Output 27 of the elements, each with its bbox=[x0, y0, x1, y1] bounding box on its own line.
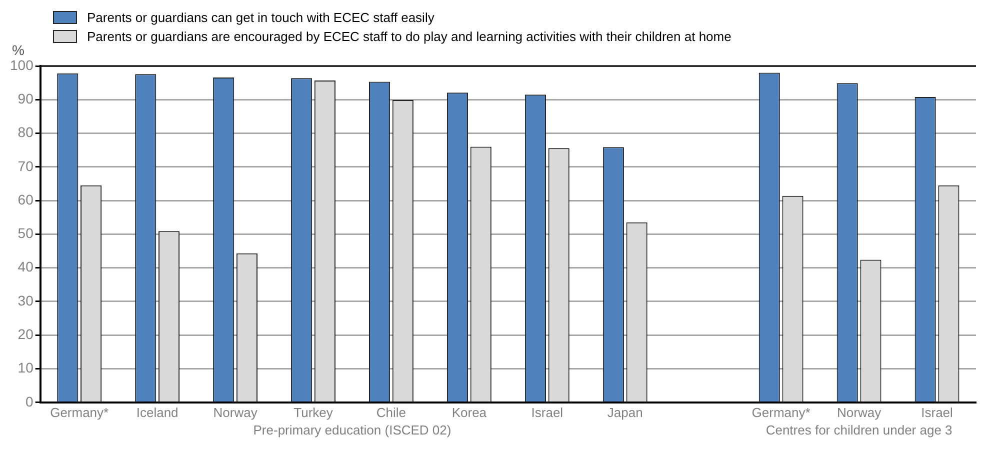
y-tick-label: 100 bbox=[10, 56, 34, 73]
y-tick-label: 0 bbox=[26, 393, 34, 410]
x-tick-label: Turkey bbox=[294, 404, 334, 420]
x-tick-label: Norway bbox=[213, 404, 258, 420]
x-tick-label: Iceland bbox=[136, 404, 178, 420]
y-tick-label: 30 bbox=[18, 292, 34, 308]
x-tick-label: Germany* bbox=[50, 404, 109, 420]
x-tick-label: Japan bbox=[607, 404, 643, 420]
y-tick-label: 10 bbox=[18, 360, 34, 376]
y-tick-label: 90 bbox=[18, 90, 34, 106]
y-axis-title: % bbox=[12, 42, 24, 58]
x-tick-label: Israel bbox=[921, 404, 954, 420]
y-tick-label: 80 bbox=[18, 124, 34, 140]
text: Pre-primary education (ISCED 02) bbox=[253, 422, 452, 438]
y-tick-label: 70 bbox=[18, 158, 34, 174]
legend-label: Parents or guardians are encouraged by ECEC staff to do play and learning activities with their children at home bbox=[87, 29, 732, 44]
y-tick-label: 60 bbox=[18, 191, 34, 208]
legend-label: Parents or guardians can get in touch with ECEC staff easily bbox=[87, 10, 434, 25]
x-tick-label: Israel bbox=[531, 404, 564, 420]
x-tick-label: Chile bbox=[376, 404, 406, 420]
x-tick-label: Norway bbox=[837, 404, 882, 420]
text: Centres for children under age 3 bbox=[766, 422, 952, 438]
x-tick-label: Germany* bbox=[752, 404, 810, 420]
y-tick-label: 50 bbox=[18, 225, 34, 242]
y-tick-label: 20 bbox=[18, 326, 34, 342]
x-tick-label: Korea bbox=[452, 404, 488, 420]
y-tick-label: 40 bbox=[18, 258, 34, 275]
